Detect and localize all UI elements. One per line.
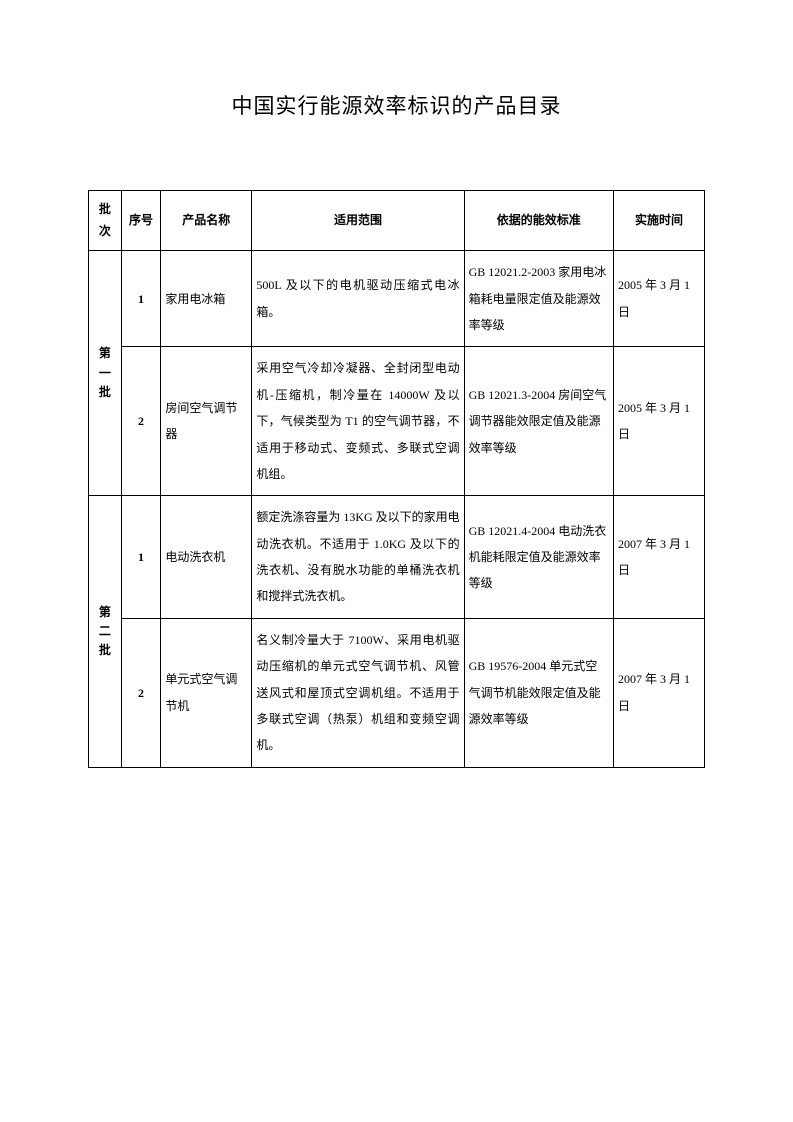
table-row: 2 房间空气调节器 采用空气冷却冷凝器、全封闭型电动机-压缩机，制冷量在 140… bbox=[89, 347, 705, 496]
cell-name: 电动洗衣机 bbox=[161, 496, 252, 619]
table-header-row: 批次 序号 产品名称 适用范围 依据的能效标准 实施时间 bbox=[89, 191, 705, 251]
cell-name: 家用电冰箱 bbox=[161, 251, 252, 347]
product-table: 批次 序号 产品名称 适用范围 依据的能效标准 实施时间 第 一 批 1 bbox=[88, 190, 705, 768]
cell-date: 2005 年 3 月 1 日 bbox=[613, 347, 704, 496]
cell-scope: 500L 及以下的电机驱动压缩式电冰箱。 bbox=[252, 251, 464, 347]
cell-standard: GB 12021.2-2003 家用电冰箱耗电量限定值及能源效率等级 bbox=[464, 251, 613, 347]
batch-label-1: 第 一 批 bbox=[89, 251, 122, 496]
table-row: 第 一 批 1 家用电冰箱 500L 及以下的电机驱动压缩式电冰箱。 GB 12… bbox=[89, 251, 705, 347]
cell-date: 2007 年 3 月 1 日 bbox=[613, 496, 704, 619]
cell-seq: 1 bbox=[121, 496, 161, 619]
table-row: 第 二 批 1 电动洗衣机 额定洗涤容量为 13KG 及以下的家用电动洗衣机。不… bbox=[89, 496, 705, 619]
batch-label-2: 第 二 批 bbox=[89, 496, 122, 768]
col-header-date: 实施时间 bbox=[613, 191, 704, 251]
table-row: 2 单元式空气调节机 名义制冷量大于 7100W、采用电机驱动压缩机的单元式空气… bbox=[89, 618, 705, 767]
cell-name: 房间空气调节器 bbox=[161, 347, 252, 496]
cell-date: 2005 年 3 月 1 日 bbox=[613, 251, 704, 347]
cell-standard: GB 12021.3-2004 房间空气调节器能效限定值及能源效率等级 bbox=[464, 347, 613, 496]
cell-scope: 采用空气冷却冷凝器、全封闭型电动机-压缩机，制冷量在 14000W 及以下，气候… bbox=[252, 347, 464, 496]
cell-seq: 2 bbox=[121, 618, 161, 767]
col-header-standard: 依据的能效标准 bbox=[464, 191, 613, 251]
cell-seq: 1 bbox=[121, 251, 161, 347]
col-header-batch: 批次 bbox=[89, 191, 122, 251]
col-header-scope: 适用范围 bbox=[252, 191, 464, 251]
cell-date: 2007 年 3 月 1 日 bbox=[613, 618, 704, 767]
cell-standard: GB 12021.4-2004 电动洗衣机能耗限定值及能源效率等级 bbox=[464, 496, 613, 619]
cell-scope: 名义制冷量大于 7100W、采用电机驱动压缩机的单元式空气调节机、风管送风式和屋… bbox=[252, 618, 464, 767]
col-header-name: 产品名称 bbox=[161, 191, 252, 251]
col-header-seq: 序号 bbox=[121, 191, 161, 251]
cell-standard: GB 19576-2004 单元式空气调节机能效限定值及能源效率等级 bbox=[464, 618, 613, 767]
cell-scope: 额定洗涤容量为 13KG 及以下的家用电动洗衣机。不适用于 1.0KG 及以下的… bbox=[252, 496, 464, 619]
cell-name: 单元式空气调节机 bbox=[161, 618, 252, 767]
cell-seq: 2 bbox=[121, 347, 161, 496]
page-title: 中国实行能源效率标识的产品目录 bbox=[88, 90, 705, 120]
